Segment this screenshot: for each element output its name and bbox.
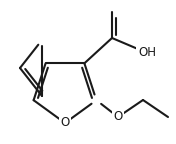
Text: O: O xyxy=(113,110,123,124)
Text: O: O xyxy=(60,116,70,129)
Text: OH: OH xyxy=(138,46,156,58)
